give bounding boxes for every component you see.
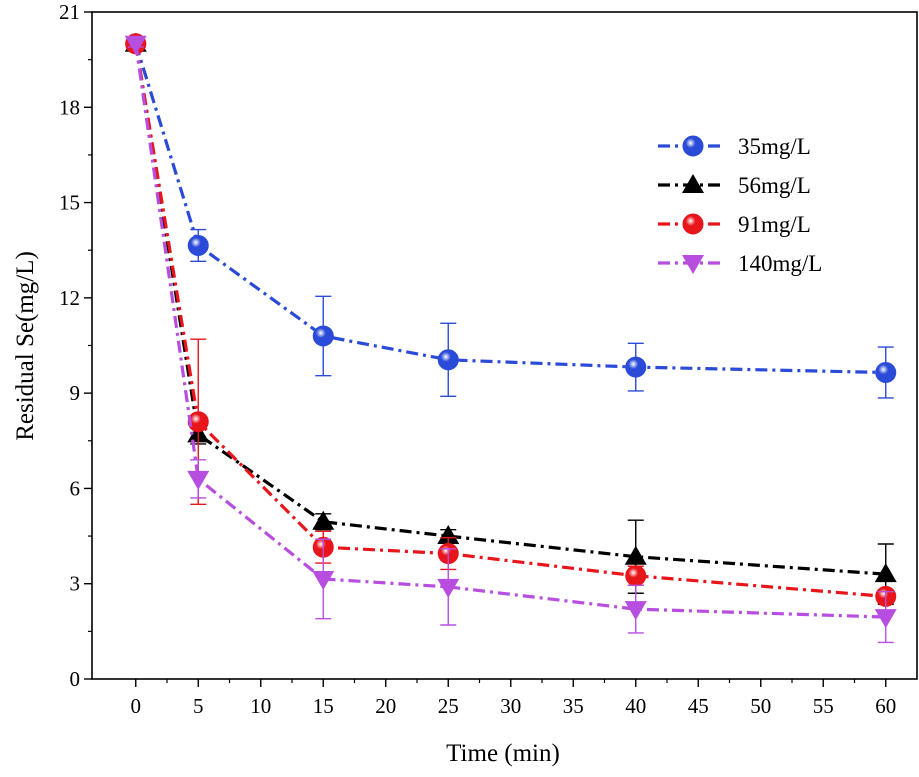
series-layer	[124, 32, 897, 644]
x-tick-label: 5	[193, 694, 204, 718]
y-tick-label: 0	[70, 667, 81, 691]
x-tick-label: 35	[563, 694, 584, 718]
data-point	[187, 234, 209, 256]
legend-marker	[682, 173, 704, 193]
data-point	[312, 510, 335, 530]
series-line	[134, 43, 886, 576]
legend-item: 35mg/L	[658, 134, 811, 159]
legend-item: 91mg/L	[658, 212, 811, 237]
data-point	[312, 325, 334, 347]
series-line	[134, 43, 886, 375]
data-point	[187, 411, 209, 433]
data-point	[437, 578, 460, 598]
series-line	[134, 43, 886, 619]
x-tick-label: 25	[438, 694, 459, 718]
legend-label: 140mg/L	[738, 251, 822, 276]
data-point	[874, 563, 897, 583]
legend-marker	[682, 135, 704, 157]
y-tick-label: 21	[59, 0, 80, 24]
y-tick-label: 15	[59, 191, 80, 215]
data-point	[874, 609, 897, 629]
x-tick-label: 15	[313, 694, 334, 718]
legend-label: 56mg/L	[738, 173, 811, 198]
x-tick-label: 10	[250, 694, 271, 718]
y-tick-label: 3	[70, 572, 81, 596]
x-tick-label: 0	[131, 694, 142, 718]
legend-item: 140mg/L	[658, 251, 822, 276]
series-91mg-l	[125, 33, 897, 607]
x-tick-label: 55	[813, 694, 834, 718]
data-point	[437, 525, 460, 545]
x-tick-label: 30	[500, 694, 521, 718]
x-tick-label: 20	[375, 694, 396, 718]
x-tick-label: 50	[750, 694, 771, 718]
data-point	[625, 356, 647, 378]
legend: 35mg/L 56mg/L 91mg/L 140mg/L	[658, 134, 822, 276]
x-axis-title: Time (min)	[446, 740, 560, 767]
x-tick-label: 40	[625, 694, 646, 718]
y-tick-label: 18	[59, 95, 80, 119]
series-line	[134, 43, 886, 599]
legend-marker	[682, 213, 704, 235]
y-axis-title: Residual Se(mg/L)	[12, 251, 39, 441]
data-point	[437, 349, 459, 371]
y-tick-label: 12	[59, 286, 80, 310]
data-point	[625, 565, 647, 587]
data-point	[624, 601, 647, 621]
data-point	[875, 361, 897, 383]
y-tick-label: 9	[70, 381, 81, 405]
legend-label: 35mg/L	[738, 134, 811, 159]
series-56mg-l	[124, 32, 897, 606]
y-tick-label: 6	[70, 476, 81, 500]
plot-frame	[91, 11, 918, 680]
data-point	[312, 570, 335, 590]
data-point	[187, 470, 210, 490]
data-point	[124, 35, 147, 55]
data-point	[624, 545, 647, 565]
legend-item: 56mg/L	[658, 173, 811, 198]
axes-layer: 0 5 10 15 20 25 30 35 40 45 50 55 60 0 3 6 9 12 15 18 21	[59, 0, 918, 718]
legend-marker	[682, 255, 704, 275]
legend-label: 91mg/L	[738, 212, 811, 237]
series-140mg-l	[124, 35, 897, 644]
x-tick-label: 45	[688, 694, 709, 718]
x-tick-label: 60	[875, 694, 896, 718]
